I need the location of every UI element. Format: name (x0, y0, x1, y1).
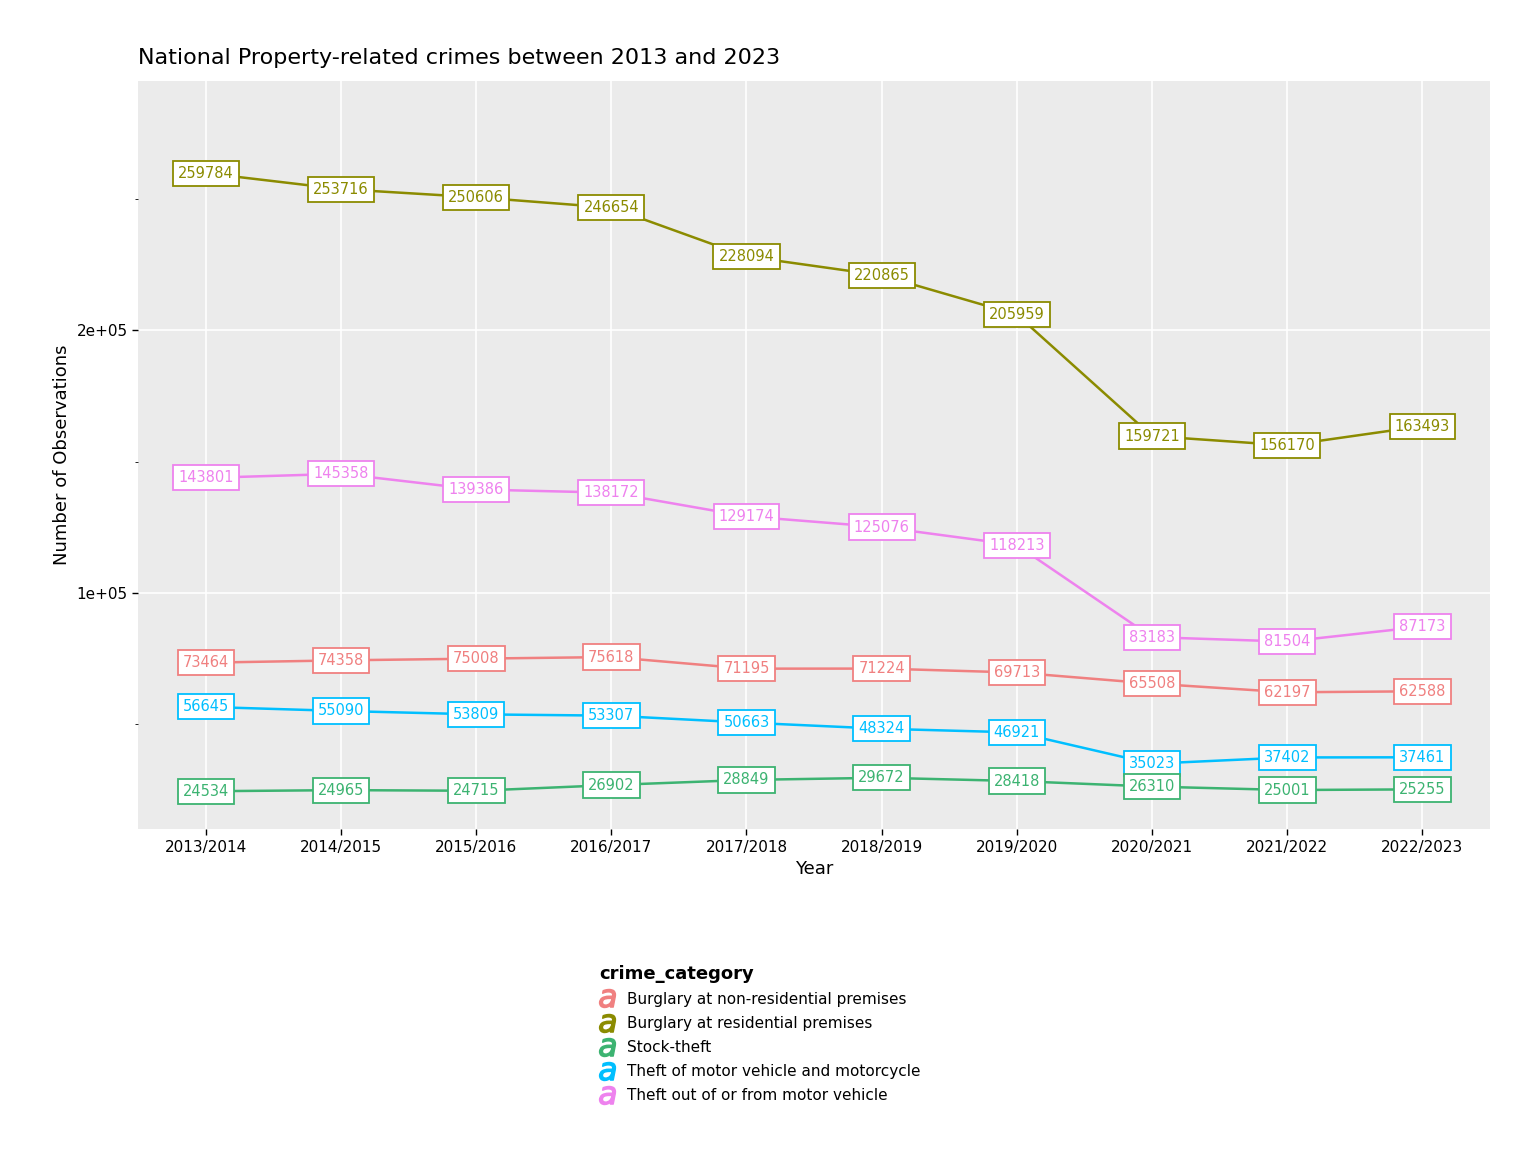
Text: 159721: 159721 (1124, 429, 1180, 444)
Text: 26310: 26310 (1129, 779, 1175, 794)
Text: 145358: 145358 (313, 467, 369, 482)
Text: 75008: 75008 (453, 651, 499, 666)
Text: 73464: 73464 (183, 655, 229, 670)
Text: 46921: 46921 (994, 725, 1040, 740)
Text: 53307: 53307 (588, 708, 634, 723)
Text: 29672: 29672 (859, 771, 905, 786)
Text: 253716: 253716 (313, 182, 369, 197)
Text: 139386: 139386 (449, 482, 504, 497)
Text: 37461: 37461 (1399, 750, 1445, 765)
X-axis label: Year: Year (796, 861, 833, 879)
Text: 71195: 71195 (723, 661, 770, 676)
Text: 50663: 50663 (723, 715, 770, 730)
Text: 62197: 62197 (1264, 684, 1310, 699)
Text: 75618: 75618 (588, 650, 634, 665)
Text: 156170: 156170 (1260, 438, 1315, 453)
Text: 129174: 129174 (719, 509, 774, 524)
Text: 220865: 220865 (854, 268, 909, 283)
Text: 48324: 48324 (859, 721, 905, 736)
Text: 26902: 26902 (588, 778, 634, 793)
Text: 28418: 28418 (994, 773, 1040, 789)
Text: 24534: 24534 (183, 783, 229, 798)
Text: 143801: 143801 (178, 470, 233, 485)
Text: 28849: 28849 (723, 773, 770, 788)
Text: 53809: 53809 (453, 707, 499, 722)
Text: National Property-related crimes between 2013 and 2023: National Property-related crimes between… (138, 48, 780, 68)
Text: 35023: 35023 (1129, 756, 1175, 771)
Text: 37402: 37402 (1264, 750, 1310, 765)
Text: 205959: 205959 (989, 308, 1044, 323)
Text: 74358: 74358 (318, 653, 364, 668)
Text: 24715: 24715 (453, 783, 499, 798)
Text: 81504: 81504 (1264, 634, 1310, 649)
Text: 69713: 69713 (994, 665, 1040, 680)
Text: 62588: 62588 (1399, 684, 1445, 699)
Text: 65508: 65508 (1129, 676, 1175, 691)
Text: 138172: 138172 (584, 485, 639, 500)
Text: 228094: 228094 (719, 249, 774, 264)
Text: 163493: 163493 (1395, 418, 1450, 433)
Y-axis label: Number of Observations: Number of Observations (54, 344, 71, 566)
Text: 55090: 55090 (318, 704, 364, 719)
Legend: Burglary at non-residential premises, Burglary at residential premises, Stock-th: Burglary at non-residential premises, Bu… (591, 957, 928, 1111)
Text: 25001: 25001 (1264, 782, 1310, 797)
Text: 71224: 71224 (859, 661, 905, 676)
Text: 246654: 246654 (584, 200, 639, 215)
Text: 83183: 83183 (1129, 630, 1175, 645)
Text: 87173: 87173 (1399, 619, 1445, 635)
Text: 24965: 24965 (318, 782, 364, 797)
Text: 259784: 259784 (178, 166, 233, 181)
Text: 125076: 125076 (854, 520, 909, 535)
Text: 118213: 118213 (989, 538, 1044, 553)
Text: 250606: 250606 (449, 190, 504, 205)
Text: 25255: 25255 (1399, 782, 1445, 797)
Text: 56645: 56645 (183, 699, 229, 714)
